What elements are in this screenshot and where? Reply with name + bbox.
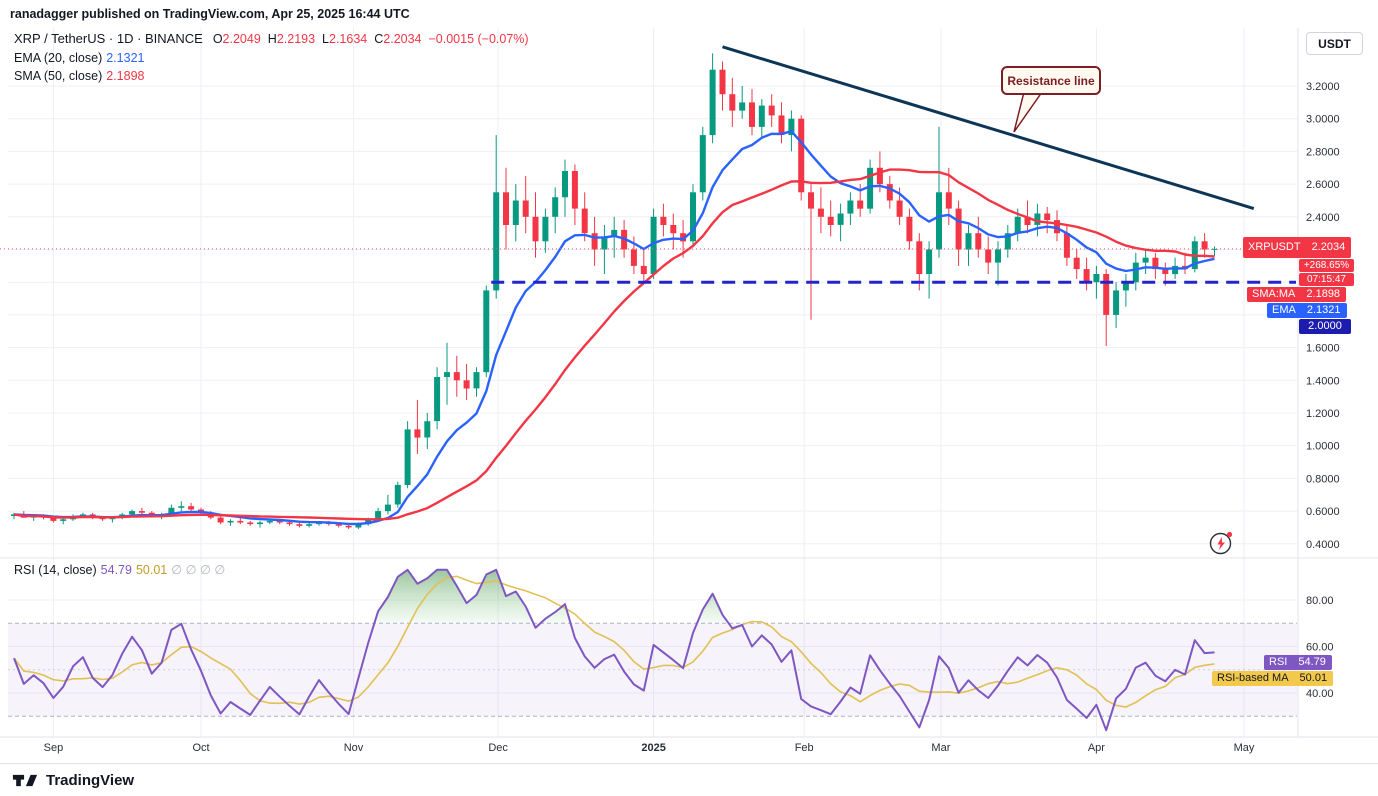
sma-label: SMA (50, close) [14, 69, 103, 83]
price-tick-label: 0.4000 [1306, 539, 1340, 551]
symbol-title[interactable]: XRP / TetherUS · 1D · BINANCE [14, 31, 203, 46]
rsi-line [13, 568, 1215, 732]
price-tick-label: 2.4000 [1306, 212, 1340, 224]
time-axis-label[interactable]: Apr [1088, 742, 1105, 754]
price-tick-label: 2.6000 [1306, 179, 1340, 191]
rsi-tick-label: 80.00 [1306, 595, 1334, 607]
support-line-badge: 2.0000 [1299, 319, 1351, 334]
ema-legend-row[interactable]: EMA (20, close) 2.1321 [14, 51, 144, 65]
price-tick-label: 1.2000 [1306, 408, 1340, 420]
time-axis-label[interactable]: Sep [44, 742, 64, 754]
price-tick-label: 3.2000 [1306, 81, 1340, 93]
price-tick-label: 3.0000 [1306, 114, 1340, 126]
price-tick-label: 1.4000 [1306, 375, 1340, 387]
time-axis-label[interactable]: Oct [192, 742, 209, 754]
rsi-ma-value: 50.01 [135, 562, 168, 577]
sma-axis-badge: SMA:MA 2.1898 [1247, 287, 1347, 302]
rsi-label: RSI (14, close) [14, 562, 97, 577]
time-axis-label[interactable]: Mar [931, 742, 950, 754]
ohlc-open: O2.2049 [212, 31, 261, 46]
last-price-badge[interactable]: XRPUSDT 2.2034 [1243, 237, 1352, 258]
countdown-badge: 07:15:47 [1299, 273, 1354, 286]
rsi-band [8, 623, 1297, 717]
ema-label: EMA (20, close) [14, 51, 103, 65]
rsi-empty-plots: ∅ ∅ ∅ ∅ [171, 563, 226, 577]
last-price-value: 2.2034 [1311, 241, 1346, 253]
sma-line [13, 168, 1215, 521]
resistance-trendline [722, 45, 1255, 211]
annotation-tail [1013, 91, 1044, 133]
rsi-value: 54.79 [100, 562, 132, 577]
annotation-text: Resistance line [1007, 73, 1095, 88]
rsi-overbought-fill [374, 569, 729, 624]
ema-axis-badge: EMA 2.1321 [1267, 303, 1347, 318]
rsi-ma-axis-badge: RSI-based MA 50.01 [1212, 671, 1334, 686]
currency-label: USDT [1318, 36, 1351, 51]
price-tick-label: 2.8000 [1306, 146, 1340, 158]
resistance-annotation[interactable]: Resistance line [1001, 66, 1101, 95]
rsi-axis-badge: RSI 54.79 [1264, 655, 1332, 670]
publish-bar: ranadagger published on TradingView.com,… [0, 0, 1378, 28]
ema-line [13, 130, 1215, 526]
ohlc-low: L2.1634 [322, 31, 368, 46]
ohlc-close: C2.2034 [374, 31, 422, 46]
rsi-tick-label: 60.00 [1306, 642, 1334, 654]
sma-value: 2.1898 [106, 69, 145, 83]
time-axis-label[interactable]: 2025 [641, 742, 665, 754]
symbol-legend-row[interactable]: XRP / TetherUS · 1D · BINANCE O2.2049 H2… [14, 31, 536, 46]
change-percent-badge: +268.65% [1299, 259, 1354, 272]
currency-toggle-button[interactable]: USDT [1306, 32, 1363, 55]
footer-bar: TradingView [0, 763, 1378, 796]
price-tick-label: 1.0000 [1306, 441, 1340, 453]
publish-line: ranadagger published on TradingView.com,… [10, 7, 410, 21]
rsi-legend-row[interactable]: RSI (14, close) 54.79 50.01 ∅ ∅ ∅ ∅ [14, 562, 226, 578]
sma-legend-row[interactable]: SMA (50, close) 2.1898 [14, 69, 144, 83]
rsi-ma-line [13, 575, 1215, 708]
rsi-tick-label: 40.00 [1306, 688, 1334, 700]
ohlc-high: H2.2193 [267, 31, 316, 46]
time-axis-label[interactable]: Nov [344, 742, 364, 754]
lightning-icon [1209, 531, 1233, 555]
change-text: −0.0015 (−0.07%) [428, 31, 529, 46]
flash-button[interactable] [1208, 530, 1234, 556]
price-tick-label: 0.6000 [1306, 506, 1340, 518]
time-axis-label[interactable]: May [1234, 742, 1255, 754]
price-tick-label: 0.8000 [1306, 473, 1340, 485]
time-axis-label[interactable]: Dec [488, 742, 508, 754]
ema-value: 2.1321 [106, 51, 145, 65]
tradingview-logo-text[interactable]: TradingView [46, 771, 135, 789]
grid-lines [8, 28, 1297, 737]
symbol-tag: XRPUSDT [1248, 241, 1301, 253]
tradingview-logo-icon[interactable] [12, 772, 38, 789]
price-tick-label: 1.6000 [1306, 343, 1340, 355]
candles-layer [11, 53, 1218, 530]
time-axis-label[interactable]: Feb [795, 742, 814, 754]
